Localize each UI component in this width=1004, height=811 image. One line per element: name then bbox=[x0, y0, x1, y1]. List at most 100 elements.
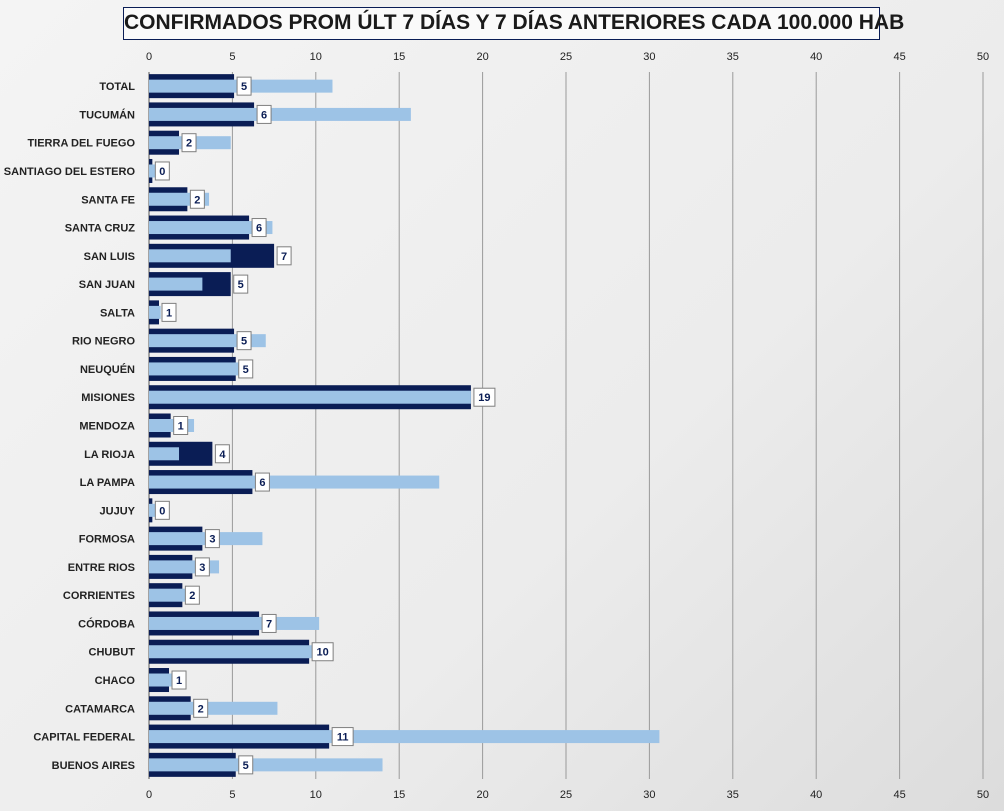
category-label: ENTRE RIOS bbox=[68, 562, 135, 574]
top-tick-label: 15 bbox=[393, 51, 405, 63]
data-label-box bbox=[311, 642, 334, 662]
data-label-box bbox=[276, 246, 292, 266]
data-label-box bbox=[193, 698, 209, 718]
data-label: 10 bbox=[317, 647, 329, 659]
bar-previous-7-days bbox=[149, 305, 161, 319]
data-label: 5 bbox=[238, 279, 244, 291]
data-label: 0 bbox=[159, 166, 165, 178]
category-label: RIO NEGRO bbox=[72, 336, 135, 348]
bottom-tick-label: 40 bbox=[810, 789, 822, 801]
top-tick-label: 50 bbox=[977, 51, 989, 63]
category-label: SAN LUIS bbox=[84, 251, 135, 263]
bar-previous-7-days bbox=[149, 758, 383, 772]
category-label: MISIONES bbox=[81, 392, 135, 404]
data-label: 19 bbox=[478, 392, 490, 404]
category-label: TUCUMÁN bbox=[79, 108, 135, 121]
top-tick-label: 40 bbox=[810, 51, 822, 63]
bar-previous-7-days bbox=[149, 390, 471, 404]
data-label: 0 bbox=[159, 505, 165, 517]
bar-previous-7-days bbox=[149, 277, 203, 291]
data-label: 5 bbox=[241, 81, 247, 93]
data-label: 5 bbox=[241, 336, 247, 348]
data-label-box bbox=[238, 755, 254, 775]
data-label: 1 bbox=[166, 307, 172, 319]
bar-previous-7-days bbox=[149, 221, 273, 235]
data-label: 2 bbox=[186, 138, 192, 150]
data-label: 6 bbox=[261, 109, 267, 121]
bottom-tick-label: 15 bbox=[393, 789, 405, 801]
category-label: SALTA bbox=[100, 307, 135, 319]
data-label-box bbox=[184, 585, 200, 605]
data-label-box bbox=[194, 557, 210, 577]
category-label: NEUQUÉN bbox=[80, 363, 135, 376]
bar-previous-7-days bbox=[149, 362, 241, 376]
bottom-tick-label: 0 bbox=[146, 789, 152, 801]
category-label: MENDOZA bbox=[79, 421, 135, 433]
data-label: 2 bbox=[189, 590, 195, 602]
data-label: 5 bbox=[243, 760, 249, 772]
category-label: CORRIENTES bbox=[63, 590, 135, 602]
data-label-box bbox=[154, 500, 170, 520]
category-label: LA RIOJA bbox=[84, 449, 135, 461]
category-label: SANTA CRUZ bbox=[65, 223, 136, 235]
data-label: 5 bbox=[243, 364, 249, 376]
data-label-box bbox=[214, 444, 230, 464]
data-label-box bbox=[261, 613, 277, 633]
bottom-tick-label: 10 bbox=[310, 789, 322, 801]
bar-previous-7-days bbox=[149, 673, 173, 687]
bottom-tick-label: 25 bbox=[560, 789, 572, 801]
data-label-box bbox=[254, 472, 270, 492]
data-label: 11 bbox=[337, 732, 349, 744]
top-tick-label: 20 bbox=[476, 51, 488, 63]
data-label-box bbox=[233, 274, 249, 294]
data-label-box bbox=[256, 104, 272, 124]
category-label: CATAMARCA bbox=[65, 703, 135, 715]
data-label: 3 bbox=[209, 534, 215, 546]
data-label-box bbox=[173, 416, 189, 435]
bottom-tick-label: 30 bbox=[643, 789, 655, 801]
bar-previous-7-days bbox=[149, 616, 320, 630]
data-label-box bbox=[154, 161, 170, 181]
data-label-box bbox=[236, 76, 252, 96]
bar-previous-7-days bbox=[149, 701, 278, 715]
data-label-box bbox=[161, 302, 177, 322]
category-label: BUENOS AIRES bbox=[52, 760, 135, 772]
category-label: CAPITAL FEDERAL bbox=[33, 732, 135, 744]
category-label: SANTA FE bbox=[81, 194, 135, 206]
data-label-box bbox=[189, 189, 205, 209]
data-label-box bbox=[236, 331, 252, 351]
data-label: 3 bbox=[199, 562, 205, 574]
bar-previous-7-days bbox=[149, 730, 660, 744]
category-label: CÓRDOBA bbox=[78, 617, 135, 630]
data-label: 7 bbox=[281, 251, 287, 263]
top-tick-label: 5 bbox=[229, 51, 235, 63]
data-label: 1 bbox=[178, 421, 184, 433]
bottom-tick-label: 5 bbox=[229, 789, 235, 801]
data-labels: 5 6 2 0 2 6 7 5 1 5 5 19 1 4 6 0 3 3 2 7 10 1 2 11 5 bbox=[154, 76, 496, 775]
bottom-tick-label: 35 bbox=[727, 789, 739, 801]
bottom-axis-tick-labels: 0 5 10 15 20 25 30 35 40 45 50 bbox=[146, 789, 989, 801]
top-tick-label: 30 bbox=[643, 51, 655, 63]
bar-previous-7-days bbox=[149, 588, 186, 602]
bar-previous-7-days bbox=[149, 475, 440, 489]
data-label-box bbox=[251, 218, 267, 238]
data-label-box bbox=[331, 727, 354, 747]
gridlines bbox=[148, 72, 984, 779]
bar-previous-7-days bbox=[149, 249, 231, 263]
top-tick-label: 45 bbox=[893, 51, 905, 63]
top-tick-label: 10 bbox=[310, 51, 322, 63]
bar-previous-7-days bbox=[149, 107, 411, 121]
data-label-box bbox=[171, 670, 187, 690]
data-label-box bbox=[238, 359, 254, 379]
bar-previous-7-days bbox=[149, 503, 156, 517]
category-axis-labels: TOTAL TUCUMÁN TIERRA DEL FUEGO SANTIAGO DEL… bbox=[4, 81, 136, 772]
bar-previous-7-days bbox=[149, 164, 156, 178]
category-label: JUJUY bbox=[100, 505, 136, 517]
category-label: FORMOSA bbox=[79, 534, 135, 546]
data-label-box bbox=[181, 133, 197, 153]
top-axis-tick-labels: 0 5 10 15 20 25 30 35 40 45 50 bbox=[146, 51, 989, 63]
data-label: 2 bbox=[194, 194, 200, 206]
data-label: 4 bbox=[219, 449, 226, 461]
category-label: TIERRA DEL FUEGO bbox=[27, 138, 135, 150]
